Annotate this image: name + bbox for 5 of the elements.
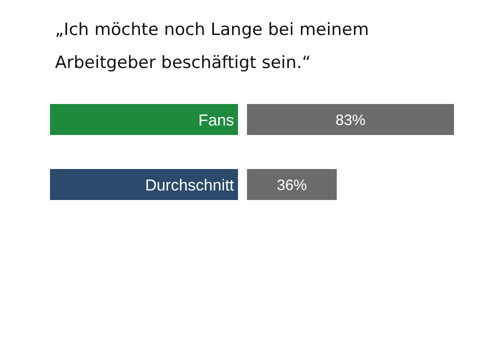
- chart-title: „Ich möchte noch Lange bei meinem Arbeitgeber beschäftigt sein.“: [55, 19, 370, 75]
- data-label: 83%: [335, 112, 366, 129]
- y-tick-label: Fans: [198, 112, 234, 130]
- y-tick-label: Durchschnitt: [145, 178, 235, 194]
- data-label: 36%: [276, 176, 307, 194]
